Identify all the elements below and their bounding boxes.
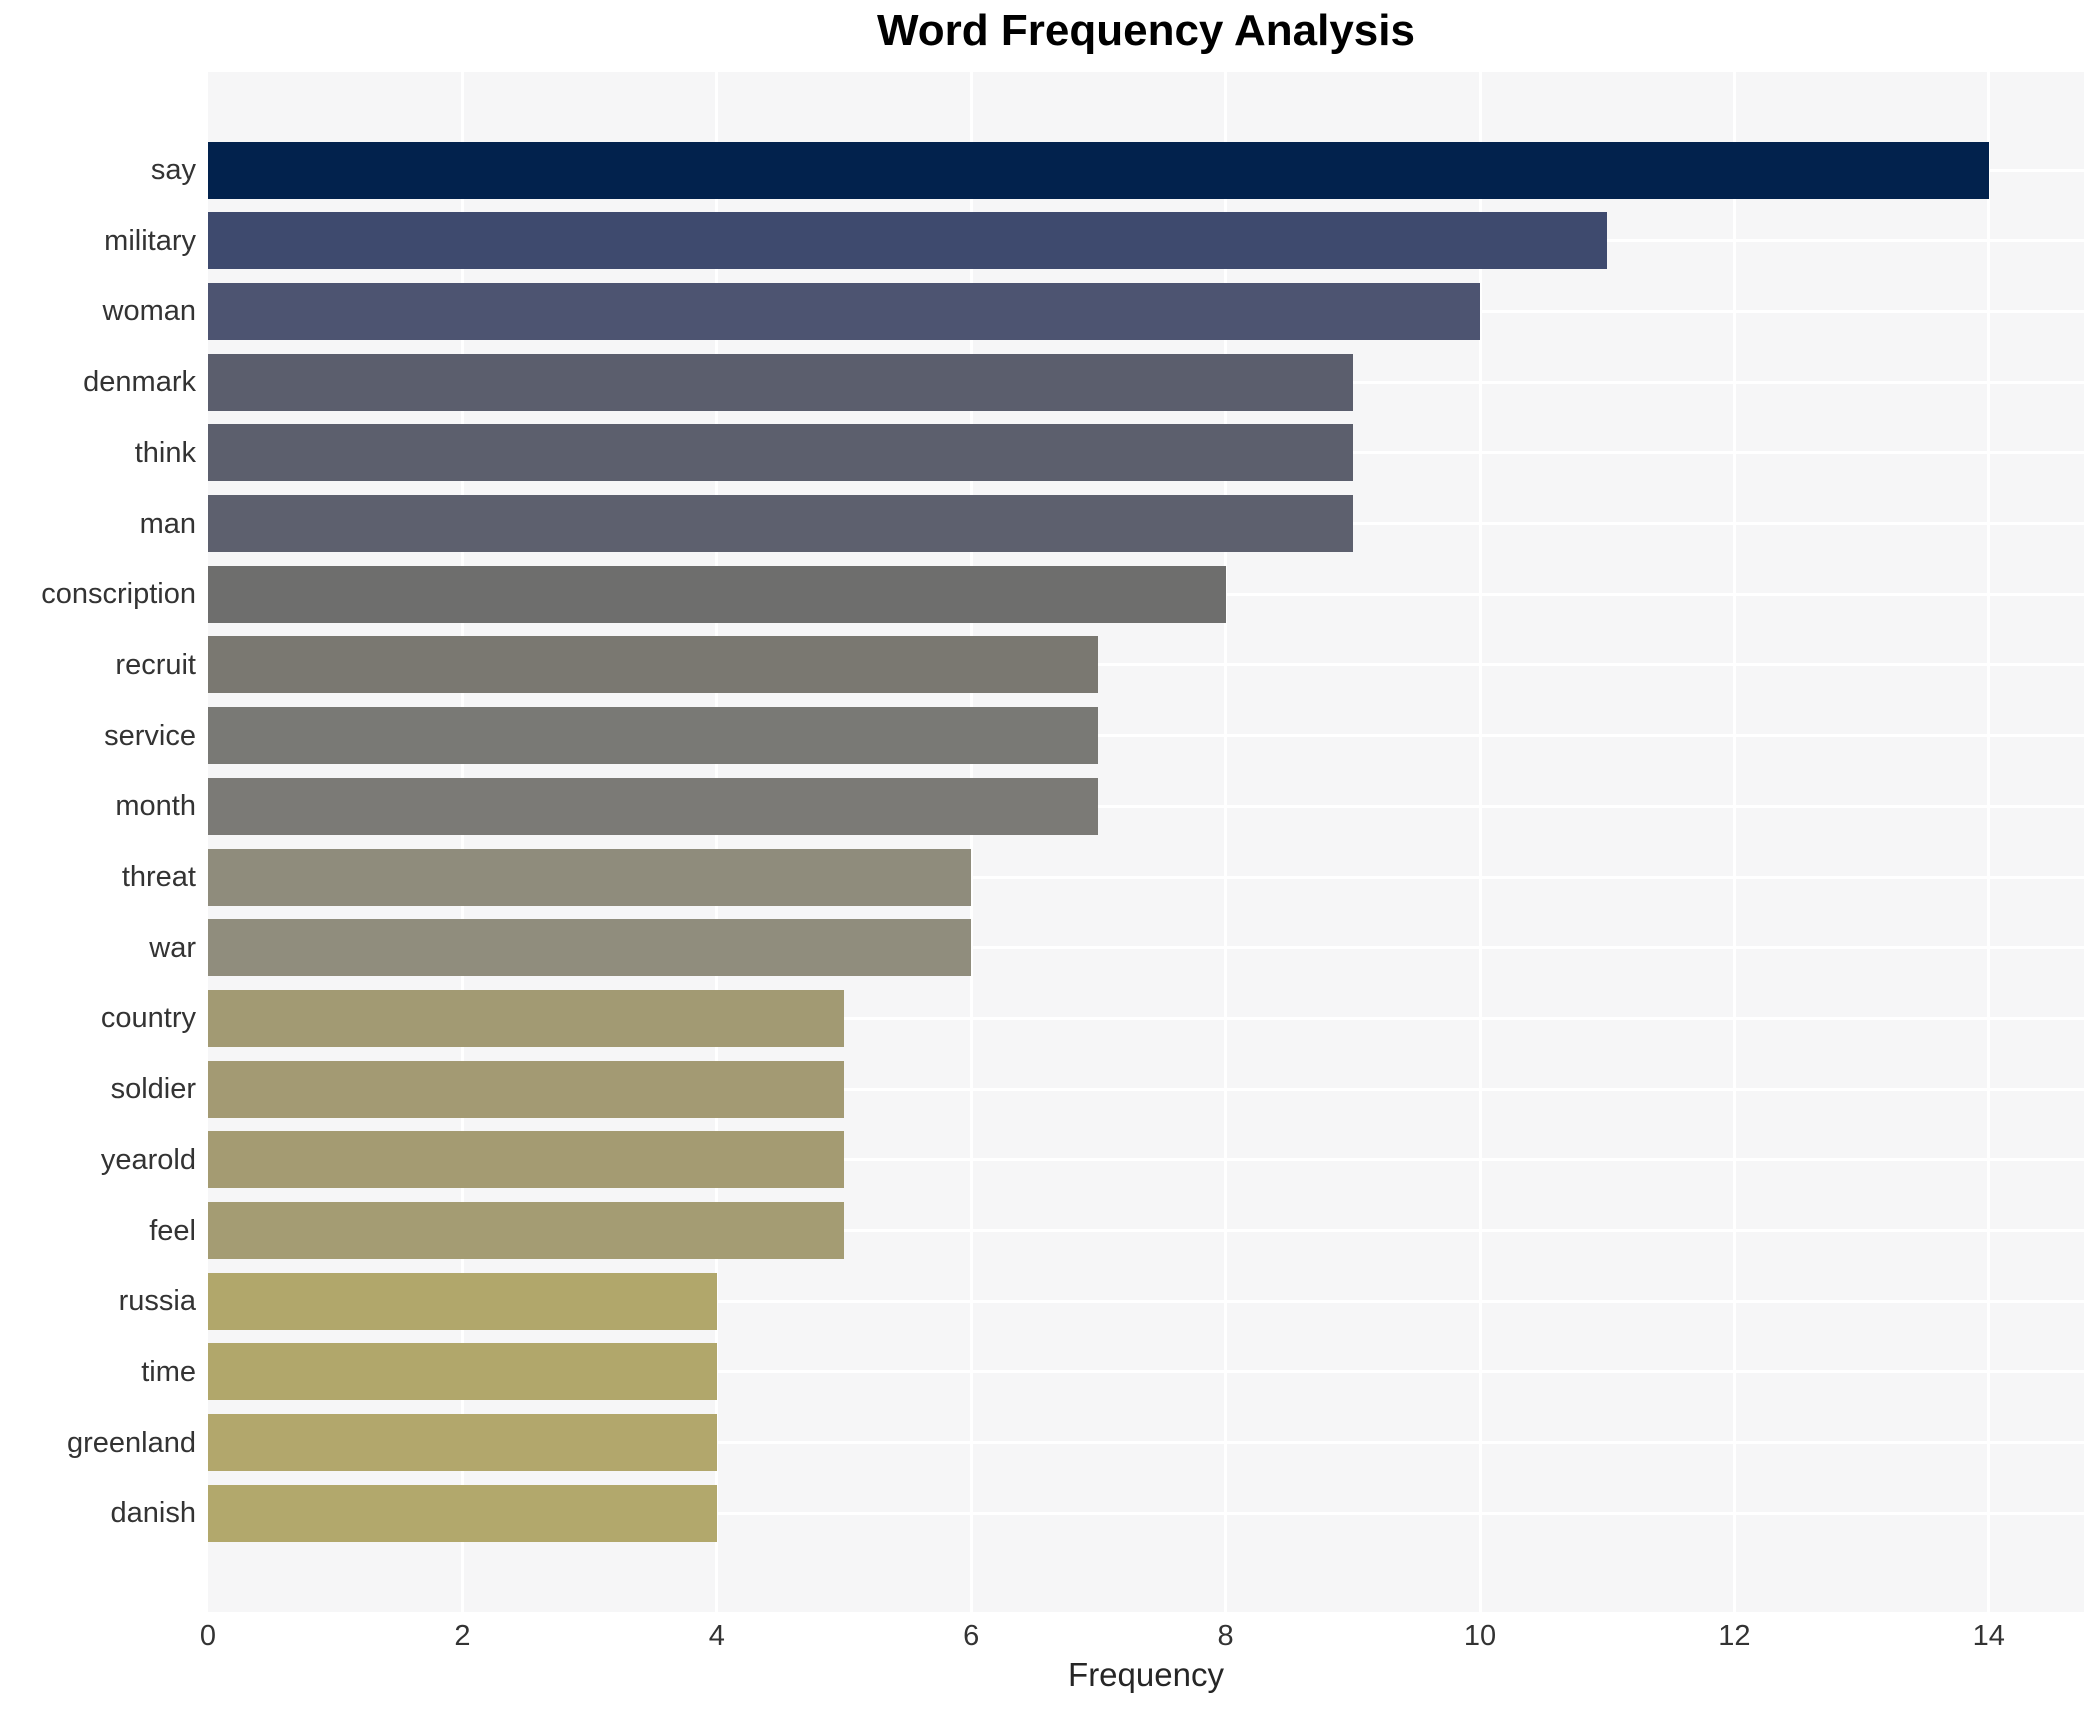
y-tick-label-man: man — [139, 507, 196, 540]
bar-russia — [208, 1272, 717, 1330]
bar-man — [208, 495, 1353, 552]
y-tick-label-month: month — [115, 790, 196, 823]
gridline-v — [1478, 72, 1482, 1612]
bar-conscription — [208, 565, 1226, 623]
bar-threat — [208, 848, 972, 906]
x-tick-label-8: 8 — [1217, 1620, 1234, 1652]
gridline-h — [208, 1370, 2084, 1374]
y-tick-label-service: service — [104, 719, 196, 752]
x-tick-label-4: 4 — [708, 1620, 725, 1652]
x-tick-label-2: 2 — [454, 1620, 471, 1652]
gridline-h — [208, 1511, 2084, 1515]
bar-yearold — [208, 1131, 844, 1189]
gridline-v — [1987, 72, 1991, 1612]
gridline-v — [460, 72, 464, 1612]
bar-time — [208, 1343, 717, 1401]
gridline-v — [969, 72, 973, 1612]
gridline-h — [208, 804, 2084, 808]
y-tick-label-military: military — [104, 224, 196, 257]
chart-title: Word Frequency Analysis — [877, 6, 1415, 55]
bar-war — [208, 919, 972, 977]
y-tick-label-threat: threat — [121, 861, 196, 893]
gridline-h — [208, 946, 2084, 950]
gridline-h — [208, 663, 2084, 667]
y-tick-label-country: country — [100, 1002, 196, 1035]
gridline-h — [208, 1087, 2084, 1091]
gridline-v — [1732, 72, 1736, 1612]
gridline-h — [208, 1441, 2084, 1445]
bar-month — [208, 777, 1099, 835]
bar-danish — [208, 1484, 717, 1542]
gridline-h — [208, 1229, 2084, 1232]
gridline-v — [1224, 72, 1228, 1612]
y-tick-label-woman: woman — [102, 295, 197, 328]
y-axis-labels: say military woman denmark think man conscript… — [0, 72, 196, 1612]
bar-say — [208, 141, 1989, 199]
gridline-h — [208, 734, 2084, 738]
y-tick-label-time: time — [141, 1355, 196, 1388]
x-axis-ticks: 0 2 4 6 8 10 12 14 — [200, 1620, 2084, 1656]
bar-feel — [208, 1202, 844, 1259]
y-tick-label-recruit: recruit — [115, 648, 196, 681]
y-tick-label-feel: feel — [149, 1214, 196, 1247]
bar-military — [208, 212, 1608, 270]
bar-service — [208, 707, 1099, 765]
bar-soldier — [208, 1060, 844, 1118]
y-tick-label-denmark: denmark — [83, 366, 196, 399]
gridline-v — [715, 72, 719, 1612]
y-tick-label-greenland: greenland — [67, 1426, 196, 1459]
bar-think — [208, 424, 1353, 482]
gridline-h — [208, 1016, 2084, 1020]
x-tick-label-0: 0 — [199, 1620, 217, 1652]
y-tick-label-russia: russia — [118, 1285, 196, 1318]
x-tick-label-10: 10 — [1463, 1620, 1497, 1652]
bar-country — [208, 989, 844, 1047]
bar-recruit — [208, 636, 1099, 694]
y-tick-label-war: war — [149, 931, 196, 964]
y-tick-label-soldier: soldier — [110, 1073, 196, 1106]
y-tick-label-conscription: conscription — [41, 578, 196, 611]
gridline-h — [208, 875, 2084, 879]
x-tick-label-14: 14 — [1972, 1620, 2005, 1652]
bar-denmark — [208, 353, 1353, 411]
y-tick-label-think: think — [134, 436, 196, 469]
bar-greenland — [208, 1414, 717, 1472]
x-axis-label: Frequency — [1068, 1656, 1224, 1693]
bar-woman — [208, 282, 1480, 340]
x-tick-label-6: 6 — [963, 1620, 980, 1652]
plot-area — [208, 72, 2084, 1612]
y-tick-label-say: say — [150, 154, 196, 186]
x-tick-label-12: 12 — [1718, 1620, 1751, 1652]
gridline-h — [208, 1158, 2084, 1162]
y-tick-label-danish: danish — [110, 1497, 196, 1530]
y-tick-label-yearold: yearold — [100, 1143, 196, 1176]
gridline-h — [208, 1299, 2084, 1303]
